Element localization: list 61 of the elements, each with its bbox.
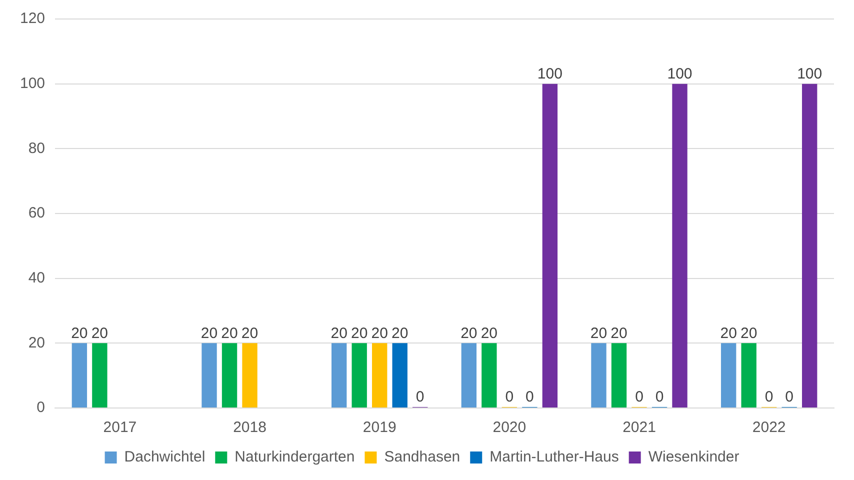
data-label: 20 (351, 324, 368, 342)
bar (372, 343, 388, 408)
data-label: 0 (635, 388, 644, 406)
data-label: 0 (526, 388, 534, 406)
y-tick-label: 80 (28, 140, 46, 157)
data-label: 0 (785, 388, 794, 406)
data-label: 0 (505, 388, 514, 406)
bar (222, 343, 238, 408)
bar (92, 343, 108, 408)
data-label: 20 (590, 324, 608, 342)
data-label: 20 (460, 324, 478, 342)
legend-label: Martin-Luther-Haus (490, 448, 619, 466)
data-label: 20 (480, 324, 498, 342)
bar (611, 343, 627, 408)
y-tick-label: 60 (28, 204, 46, 222)
bar (392, 343, 408, 408)
bar (242, 343, 258, 408)
legend-label: Dachwichtel (124, 448, 206, 466)
y-tick-label: 100 (20, 74, 46, 92)
y-tick-label: 120 (20, 10, 46, 28)
bar (542, 84, 558, 408)
y-tick-label: 40 (28, 269, 46, 286)
x-tick-label: 2017 (103, 419, 137, 436)
data-label: 100 (667, 65, 692, 82)
x-tick-label: 2018 (233, 419, 266, 436)
data-label: 20 (241, 324, 258, 342)
data-label: 20 (740, 324, 758, 342)
data-label: 20 (200, 324, 218, 342)
data-label: 20 (720, 324, 737, 342)
data-label: 0 (416, 388, 424, 406)
bar (461, 343, 477, 408)
data-label: 100 (797, 65, 822, 82)
bar (352, 343, 367, 408)
data-label: 20 (91, 324, 108, 342)
bar (72, 343, 88, 408)
data-label: 20 (392, 324, 408, 342)
data-label: 20 (221, 324, 238, 342)
bar (802, 84, 818, 408)
bar (720, 343, 736, 408)
bar (741, 343, 756, 408)
x-tick-label: 2022 (752, 419, 786, 436)
bar (482, 343, 497, 408)
data-label: 0 (764, 388, 774, 406)
data-label: 20 (330, 324, 348, 342)
legend-label: Naturkindergarten (234, 448, 355, 466)
x-tick-label: 2021 (622, 419, 656, 436)
legend-label: Wiesenkinder (648, 448, 740, 466)
bar (332, 343, 347, 408)
bar (202, 343, 217, 408)
bar (591, 343, 606, 408)
x-tick-label: 2019 (362, 419, 396, 436)
bar (672, 84, 688, 408)
data-label: 100 (537, 65, 562, 82)
y-tick-label: 0 (36, 399, 46, 416)
data-label: 20 (371, 324, 388, 342)
legend-label: Sandhasen (384, 448, 460, 466)
data-label: 20 (610, 324, 628, 342)
data-label: 0 (655, 388, 664, 406)
y-tick-label: 20 (28, 334, 46, 352)
data-label: 20 (71, 324, 88, 342)
x-tick-label: 2020 (492, 419, 526, 436)
